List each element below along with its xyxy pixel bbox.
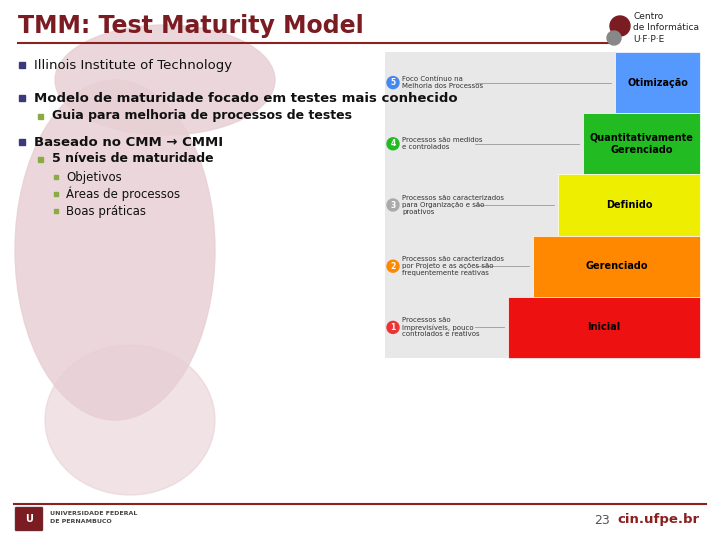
Text: Inicial: Inicial: [588, 322, 621, 333]
Text: Processos são caracterizados
para Organização e são
proativos: Processos são caracterizados para Organi…: [402, 195, 504, 215]
Text: Processos são
Imprevisíveis, pouco
controlados e reativos: Processos são Imprevisíveis, pouco contr…: [402, 318, 480, 338]
Circle shape: [607, 31, 621, 45]
Text: Illinois Institute of Technology: Illinois Institute of Technology: [34, 58, 232, 71]
Bar: [558, 174, 700, 235]
Text: Áreas de processos: Áreas de processos: [66, 187, 180, 201]
Bar: [19, 139, 25, 145]
Bar: [533, 235, 700, 297]
Text: 5: 5: [390, 78, 395, 87]
Text: 4: 4: [390, 139, 395, 148]
Bar: [37, 113, 42, 118]
Text: Foco Contínuo na
Melhoria dos Processos: Foco Contínuo na Melhoria dos Processos: [402, 76, 483, 89]
Text: Objetivos: Objetivos: [66, 171, 122, 184]
Text: 1: 1: [390, 323, 395, 332]
Bar: [54, 192, 58, 196]
Circle shape: [387, 138, 399, 150]
Bar: [54, 209, 58, 213]
Bar: [19, 62, 25, 68]
Text: Boas práticas: Boas práticas: [66, 205, 146, 218]
Text: Gerenciado: Gerenciado: [585, 261, 648, 271]
Ellipse shape: [55, 25, 275, 135]
Text: Centro
de Informática
U·F·P·E: Centro de Informática U·F·P·E: [633, 12, 699, 44]
Circle shape: [387, 199, 399, 211]
Text: U: U: [25, 514, 33, 524]
Ellipse shape: [15, 80, 215, 420]
Ellipse shape: [45, 345, 215, 495]
Text: DE PERNAMBUCO: DE PERNAMBUCO: [50, 519, 112, 524]
Text: 3: 3: [390, 200, 395, 210]
FancyBboxPatch shape: [15, 507, 43, 531]
Text: 2: 2: [390, 262, 395, 271]
Text: TMM: Test Maturity Model: TMM: Test Maturity Model: [18, 14, 364, 38]
Bar: [508, 297, 700, 358]
Text: 5 níveis de maturidade: 5 níveis de maturidade: [52, 152, 214, 165]
Text: Definido: Definido: [606, 200, 652, 210]
Text: Processos são caracterizados
por Projeto e as ações são
frequentemente reativas: Processos são caracterizados por Projeto…: [402, 256, 504, 276]
Circle shape: [387, 321, 399, 333]
Text: Baseado no CMM → CMMI: Baseado no CMM → CMMI: [34, 136, 223, 148]
Text: Guia para melhoria de processos de testes: Guia para melhoria de processos de teste…: [52, 110, 352, 123]
Bar: [615, 52, 700, 113]
Bar: [385, 52, 700, 358]
Text: UNIVERSIDADE FEDERAL: UNIVERSIDADE FEDERAL: [50, 511, 138, 516]
Text: Otimização: Otimização: [627, 78, 688, 87]
Text: 23: 23: [594, 514, 610, 526]
Text: Processos são medidos
e controlados: Processos são medidos e controlados: [402, 137, 482, 150]
Bar: [54, 175, 58, 179]
Text: cin.ufpe.br: cin.ufpe.br: [617, 514, 699, 526]
Bar: [37, 157, 42, 161]
Circle shape: [610, 16, 630, 36]
Text: Quantitativamente
Gerenciado: Quantitativamente Gerenciado: [590, 133, 693, 154]
Bar: [19, 95, 25, 101]
Circle shape: [387, 77, 399, 89]
Bar: [583, 113, 700, 174]
Circle shape: [387, 260, 399, 272]
Text: Modelo de maturidade focado em testes mais conhecido: Modelo de maturidade focado em testes ma…: [34, 91, 458, 105]
